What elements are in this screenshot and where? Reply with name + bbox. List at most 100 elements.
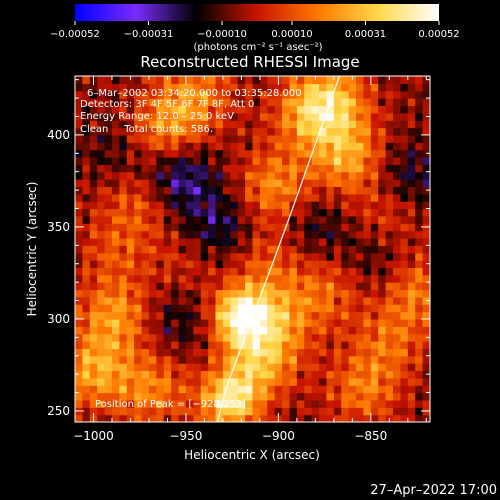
heatmap-cell [245, 274, 254, 283]
heatmap-cell [97, 267, 106, 276]
heatmap-cell [178, 237, 187, 246]
heatmap-cell [89, 98, 98, 107]
heatmap-cell [119, 149, 128, 158]
heatmap-cell [348, 399, 357, 408]
heatmap-cell [82, 193, 91, 202]
heatmap-cell [193, 289, 202, 298]
heatmap-cell [82, 120, 91, 129]
heatmap-cell [274, 333, 283, 342]
heatmap-cell [119, 230, 128, 239]
heatmap-cell [111, 171, 120, 180]
heatmap-cell [230, 112, 239, 121]
heatmap-cell [126, 333, 135, 342]
heatmap-cell [407, 348, 416, 357]
heatmap-cell [215, 76, 224, 84]
heatmap-cell [400, 311, 409, 320]
heatmap-cell [97, 142, 106, 151]
heatmap-cell [171, 105, 180, 114]
heatmap-cell [75, 341, 83, 349]
heatmap-cell [245, 296, 254, 305]
heatmap-cell [104, 142, 113, 151]
heatmap-cell [245, 370, 254, 379]
heatmap-cell [422, 348, 430, 357]
heatmap-cell [200, 201, 209, 210]
heatmap-cell [296, 237, 305, 246]
heatmap-cell [252, 385, 261, 394]
heatmap-cell [370, 76, 379, 84]
heatmap-cell [385, 223, 394, 232]
heatmap-cell [378, 304, 387, 313]
heatmap-cell [208, 363, 217, 372]
heatmap-cell [385, 274, 394, 283]
heatmap-cell [134, 76, 143, 84]
heatmap-cell [252, 142, 261, 151]
heatmap-cell [185, 399, 194, 408]
heatmap-cell [400, 296, 409, 305]
heatmap-cell [341, 326, 350, 335]
heatmap-cell [75, 304, 83, 313]
heatmap-cell [348, 370, 357, 379]
heatmap-cell [341, 274, 350, 283]
heatmap-cell [148, 260, 157, 268]
heatmap-cell [370, 267, 379, 276]
heatmap-cell [119, 289, 128, 298]
heatmap-cell [163, 260, 172, 268]
heatmap-cell [245, 341, 254, 349]
heatmap-cell [208, 282, 217, 291]
heatmap-cell [200, 274, 209, 283]
heatmap-cell [193, 112, 202, 121]
heatmap-cell [326, 90, 335, 99]
heatmap-cell [304, 127, 313, 136]
heatmap-cell [296, 142, 305, 151]
heatmap-cell [385, 112, 394, 121]
heatmap-cell [97, 105, 106, 114]
heatmap-cell [82, 318, 91, 327]
heatmap-cell [341, 296, 350, 305]
heatmap-cell [119, 326, 128, 335]
heatmap-cell [356, 377, 365, 386]
heatmap-cell [333, 223, 342, 232]
heatmap-cell [134, 201, 143, 210]
heatmap-cell [282, 149, 291, 158]
heatmap-cell [348, 311, 357, 320]
heatmap-cell [97, 83, 106, 92]
heatmap-cell [289, 134, 298, 143]
heatmap-cell [156, 149, 165, 158]
heatmap-cell [82, 363, 91, 372]
heatmap-cell [385, 318, 394, 327]
heatmap-cell [156, 377, 165, 386]
heatmap-cell [370, 260, 379, 268]
heatmap-cell [393, 142, 402, 151]
heatmap-cell [171, 296, 180, 305]
heatmap-cell [178, 392, 187, 401]
heatmap-cell [400, 208, 409, 217]
heatmap-cell [370, 311, 379, 320]
heatmap-cell [267, 414, 276, 422]
heatmap-cell [252, 289, 261, 298]
heatmap-cell [208, 134, 217, 143]
heatmap-cell [82, 179, 91, 188]
heatmap-cell [370, 385, 379, 394]
heatmap-cell [245, 193, 254, 202]
heatmap-cell [400, 252, 409, 261]
heatmap-cell [119, 414, 128, 422]
heatmap-cell [267, 171, 276, 180]
heatmap-cell [274, 341, 283, 349]
heatmap-cell [163, 333, 172, 342]
heatmap-cell [215, 171, 224, 180]
heatmap-cell [245, 414, 254, 422]
heatmap-cell [171, 304, 180, 313]
heatmap-cell [163, 274, 172, 283]
heatmap-cell [89, 311, 98, 320]
heatmap-cell [311, 142, 320, 151]
heatmap-cell [171, 156, 180, 165]
plot-frame [74, 75, 431, 423]
heatmap-cell [415, 289, 424, 298]
heatmap-cell [178, 83, 187, 92]
heatmap-cell [156, 134, 165, 143]
heatmap-cell [111, 414, 120, 422]
heatmap-cell [267, 105, 276, 114]
heatmap-cell [289, 156, 298, 165]
heatmap-cell [215, 208, 224, 217]
heatmap-cell [407, 304, 416, 313]
